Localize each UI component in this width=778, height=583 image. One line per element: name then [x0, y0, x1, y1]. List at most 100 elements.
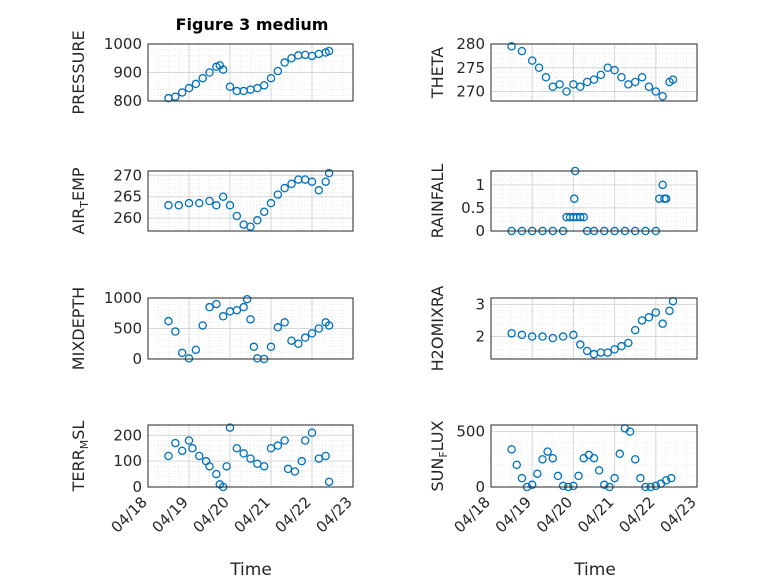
x-tick-label: 04/18 — [451, 493, 494, 536]
data-point — [314, 324, 324, 333]
y-axis-label: SUNFLUX — [428, 420, 450, 491]
axes-box — [490, 424, 698, 488]
data-point — [517, 46, 527, 56]
data-point — [324, 321, 334, 330]
data-point — [164, 451, 173, 461]
data-point — [184, 198, 194, 208]
data-point — [594, 466, 604, 475]
data-point — [218, 312, 228, 321]
y-tick-label: 2 — [475, 328, 485, 346]
data-point — [273, 441, 283, 450]
subplot-h2omixra: 2 3 H2OMIXRA — [428, 286, 698, 372]
data-point — [225, 82, 235, 92]
data-point — [287, 179, 296, 189]
data-point — [527, 480, 537, 490]
data-point — [314, 186, 324, 195]
data-point — [651, 481, 661, 491]
data-point — [548, 453, 558, 463]
data-point — [589, 453, 599, 463]
data-point — [253, 216, 262, 225]
subplot-theta: 270 275 280 THETA — [428, 35, 698, 102]
data-point — [637, 316, 647, 325]
data-point — [164, 316, 173, 326]
data-point — [232, 305, 242, 315]
subplot-air_temp: 260 265 270 AIRTEMP — [69, 166, 354, 235]
data-point — [212, 469, 221, 479]
data-point — [538, 455, 547, 464]
y-tick-label: 270 — [456, 83, 485, 101]
data-point — [266, 73, 276, 83]
data-point — [225, 423, 235, 432]
data-point — [280, 183, 289, 193]
data-point — [177, 88, 187, 97]
data-point — [321, 451, 330, 461]
data-point — [630, 77, 640, 87]
data-point — [239, 449, 248, 458]
axes-box — [490, 43, 698, 102]
y-tick-label: 100 — [113, 452, 142, 470]
data-point — [576, 82, 585, 92]
data-point — [212, 299, 221, 309]
data-point — [548, 333, 558, 343]
data-point — [184, 354, 194, 363]
data-point — [259, 462, 269, 471]
data-point — [615, 449, 625, 459]
data-point — [184, 83, 194, 93]
data-point — [177, 348, 187, 358]
y-axis-label: THETA — [428, 47, 447, 99]
axes-box — [147, 43, 354, 102]
data-point — [610, 65, 619, 75]
data-point — [205, 196, 214, 206]
x-tick-label: 04/21 — [231, 493, 274, 536]
y-axis-label: PRESSURE — [69, 30, 88, 114]
data-point — [570, 194, 579, 203]
data-point — [198, 321, 207, 330]
x-axis-label-right: Time — [573, 560, 616, 580]
data-point — [507, 329, 516, 338]
y-tick-label: 0 — [132, 350, 142, 368]
data-point — [280, 58, 289, 67]
data-point — [538, 332, 547, 341]
data-point — [273, 323, 283, 332]
data-point — [610, 473, 619, 483]
data-point — [534, 63, 544, 73]
data-point — [300, 333, 310, 342]
data-point — [658, 180, 667, 190]
data-point — [527, 332, 537, 341]
subplot-mixdepth: 0 500 1000 MIXDEPTH — [69, 287, 354, 370]
axes-box — [490, 170, 698, 232]
data-point — [266, 198, 276, 208]
data-point — [562, 87, 571, 96]
data-point — [246, 454, 255, 463]
y-tick-label: 260 — [113, 209, 142, 227]
x-tick-label: 04/21 — [574, 493, 617, 536]
data-point — [630, 325, 640, 335]
x-tick-label: 04/19 — [149, 493, 192, 536]
y-tick-label: 500 — [113, 320, 142, 338]
data-point — [617, 73, 626, 82]
data-point — [667, 473, 676, 483]
x-tick-label: 04/18 — [108, 493, 151, 536]
data-point — [324, 477, 334, 487]
data-point — [617, 341, 626, 351]
data-point — [512, 460, 522, 470]
axes-box — [490, 297, 698, 360]
y-tick-label: 1 — [475, 176, 485, 194]
y-tick-label: 0 — [475, 478, 485, 496]
x-tick-label: 04/22 — [272, 493, 315, 536]
data-point — [280, 436, 289, 445]
y-axis-label: H2OMIXRA — [428, 286, 447, 372]
y-axis-label: MIXDEPTH — [69, 287, 88, 370]
data-point — [517, 330, 527, 340]
y-tick-label: 200 — [113, 426, 142, 444]
data-point — [273, 66, 283, 76]
data-point — [280, 318, 289, 327]
data-point — [287, 336, 296, 345]
data-point — [596, 70, 606, 80]
data-point — [555, 80, 564, 89]
data-point — [253, 83, 262, 93]
data-point — [610, 345, 619, 354]
axes-box — [147, 297, 354, 360]
x-tick-label: 04/19 — [492, 493, 535, 536]
